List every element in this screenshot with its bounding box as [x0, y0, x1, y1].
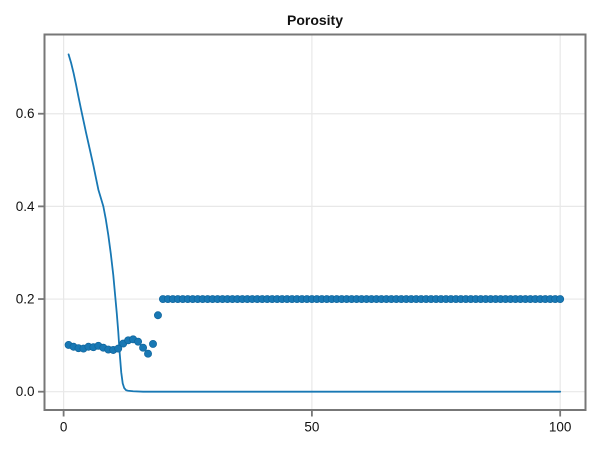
plot-frame: [43, 33, 587, 411]
y-tick-label: 0.2: [16, 292, 35, 307]
scatter-point: [134, 337, 143, 346]
scatter-point: [139, 343, 148, 352]
scatter-point: [114, 344, 123, 353]
x-tick-label: 50: [304, 420, 319, 435]
x-tick-label: 100: [549, 420, 572, 435]
porosity-profile-line-series: [67, 53, 562, 393]
y-tick-label: 0.0: [16, 384, 35, 399]
y-tick-label: 0.4: [16, 199, 35, 214]
x-tick-label: 0: [60, 420, 68, 435]
chart-title: Porosity: [287, 12, 343, 28]
scatter-point: [144, 349, 152, 358]
y-tick-label: 0.6: [16, 106, 35, 121]
scatter-point: [149, 340, 157, 348]
scatter-point: [556, 295, 565, 303]
scatter-point: [154, 311, 162, 320]
